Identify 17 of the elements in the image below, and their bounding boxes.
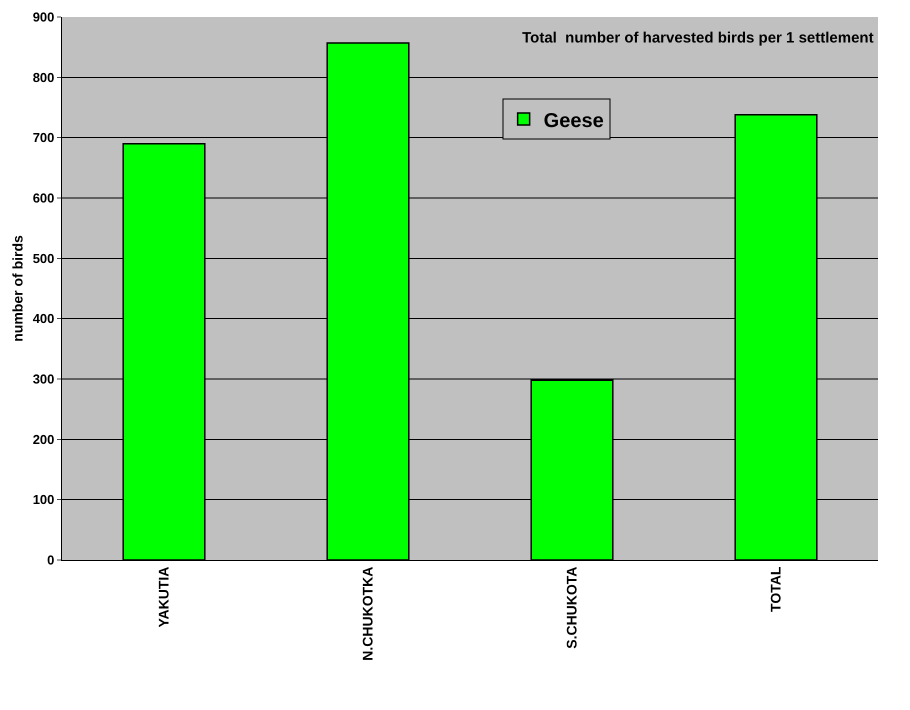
- y-tick-label: 500: [32, 250, 54, 266]
- x-tick-label: N.CHUKOTKA: [360, 566, 376, 661]
- y-tick-label: 0: [47, 552, 54, 568]
- legend-label: Geese: [544, 110, 604, 132]
- x-tick-label: S.CHUKOTA: [564, 566, 580, 649]
- y-tick-label: 300: [32, 372, 54, 387]
- y-tick-label: 600: [32, 190, 54, 206]
- text: Total number of harvested birds per 1 settlement: [522, 29, 874, 46]
- y-tick-label: 700: [32, 130, 54, 146]
- y-tick-label: 100: [32, 492, 54, 508]
- y-tick-label: 200: [32, 432, 54, 447]
- y-tick-label: 800: [32, 70, 54, 85]
- x-tick-label: YAKUTIA: [156, 566, 172, 628]
- x-tick-label: TOTAL: [768, 566, 784, 612]
- y-tick-label: 900: [32, 10, 54, 25]
- y-tick-label: 400: [32, 311, 54, 326]
- y-axis-title: number of birds: [9, 235, 26, 342]
